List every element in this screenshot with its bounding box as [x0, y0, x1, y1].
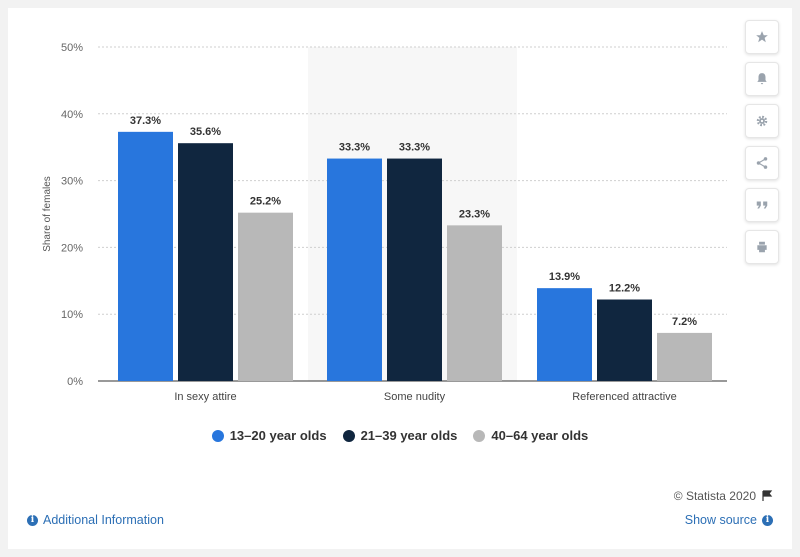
- bar: [118, 131, 173, 381]
- legend-item-21-39[interactable]: 21–39 year olds: [342, 428, 458, 443]
- bar: [387, 158, 442, 381]
- y-tick-label: 40%: [61, 109, 83, 121]
- legend-marker: [473, 429, 486, 442]
- bar: [178, 143, 233, 381]
- data-label: 35.6%: [190, 126, 221, 138]
- bar: [238, 212, 293, 381]
- data-label: 33.3%: [339, 142, 370, 154]
- legend: 13–20 year olds 21–39 year olds 40–64 ye…: [0, 428, 800, 443]
- legend-label: 40–64 year olds: [491, 428, 589, 443]
- additional-information-link[interactable]: i Additional Information: [27, 513, 164, 527]
- y-tick-label: 10%: [61, 309, 83, 321]
- share-button[interactable]: [745, 146, 779, 180]
- legend-label: 13–20 year olds: [229, 428, 327, 443]
- y-tick-label: 0%: [67, 376, 83, 388]
- quote-icon: [756, 201, 768, 209]
- share-icon: [756, 157, 768, 169]
- data-label: 7.2%: [672, 316, 697, 328]
- print-icon: [757, 241, 767, 253]
- legend-marker: [211, 429, 224, 442]
- bar: [447, 225, 502, 381]
- info-icon: i: [27, 514, 38, 526]
- copyright: © Statista 2020: [674, 489, 773, 503]
- settings-button[interactable]: [745, 104, 779, 138]
- legend-marker: [342, 429, 355, 442]
- y-tick-label: 50%: [61, 42, 83, 54]
- legend-item-13-20[interactable]: 13–20 year olds: [211, 428, 327, 443]
- show-source-label: Show source: [684, 513, 757, 527]
- gear-icon: [756, 115, 768, 127]
- y-axis-label: Share of females: [42, 176, 53, 252]
- x-tick-label: Some nudity: [384, 391, 446, 403]
- additional-information-label: Additional Information: [43, 513, 164, 527]
- star-icon: [756, 31, 768, 43]
- data-label: 33.3%: [399, 142, 430, 154]
- favorite-button[interactable]: [745, 20, 779, 54]
- bar: [537, 288, 592, 381]
- x-tick-label: In sexy attire: [174, 391, 236, 403]
- data-label: 12.2%: [609, 283, 640, 295]
- cite-button[interactable]: [745, 188, 779, 222]
- data-label: 25.2%: [250, 196, 281, 208]
- bar: [597, 299, 652, 381]
- data-label: 23.3%: [459, 208, 490, 220]
- bell-icon: [757, 73, 767, 85]
- copyright-text: © Statista 2020: [673, 489, 756, 503]
- data-label: 37.3%: [130, 115, 161, 127]
- bar: [327, 158, 382, 381]
- flag-icon: [762, 490, 773, 501]
- y-tick-label: 20%: [61, 242, 83, 254]
- x-tick-label: Referenced attractive: [572, 391, 677, 403]
- show-source-link[interactable]: Show source i: [685, 513, 773, 527]
- info-icon: i: [762, 514, 773, 526]
- print-button[interactable]: [745, 230, 779, 264]
- legend-label: 21–39 year olds: [360, 428, 458, 443]
- legend-item-40-64[interactable]: 40–64 year olds: [473, 428, 588, 443]
- bar: [657, 332, 712, 381]
- y-tick-label: 30%: [61, 176, 83, 188]
- data-label: 13.9%: [549, 271, 580, 283]
- notification-button[interactable]: [745, 62, 779, 96]
